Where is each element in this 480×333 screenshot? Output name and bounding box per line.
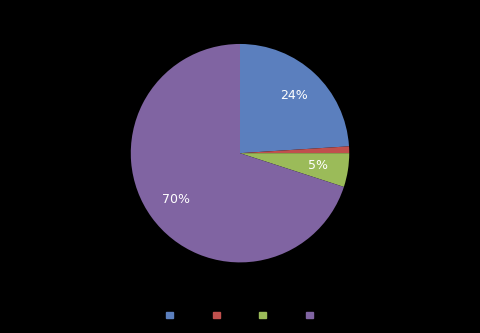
Wedge shape bbox=[240, 146, 349, 153]
Legend: , , , : , , , bbox=[166, 310, 314, 320]
Text: 5%: 5% bbox=[308, 159, 328, 172]
Wedge shape bbox=[240, 153, 349, 187]
Text: 24%: 24% bbox=[280, 89, 308, 102]
Wedge shape bbox=[131, 44, 344, 262]
Text: 70%: 70% bbox=[162, 193, 191, 206]
Wedge shape bbox=[240, 44, 349, 153]
